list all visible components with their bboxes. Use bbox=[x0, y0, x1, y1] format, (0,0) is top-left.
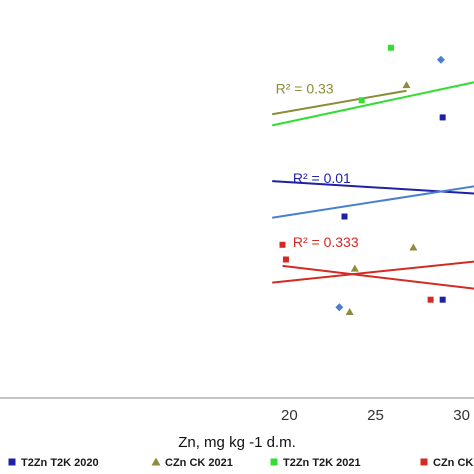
x-tick-label-0: 20 bbox=[281, 407, 298, 424]
legend-item-0: T2Zn T2K 2020 bbox=[8, 457, 99, 469]
r2-label-0: R² = 0.01 bbox=[293, 170, 351, 186]
trend-line-5 bbox=[272, 260, 474, 284]
point-3-0 bbox=[358, 97, 365, 104]
legend-label-3: CZn CK 2021 bbox=[433, 457, 474, 469]
legend: T2Zn T2K 2020 CZn CK 2021 T2Zn T2K 2021 CZn… bbox=[8, 457, 474, 469]
point-4-0 bbox=[279, 241, 286, 248]
point-4-1 bbox=[282, 256, 289, 263]
point-0-1 bbox=[439, 114, 446, 121]
data-points bbox=[279, 44, 446, 316]
x-tick-labels: 202530354045 bbox=[281, 407, 470, 424]
trend-line-4 bbox=[282, 264, 474, 290]
point-0-0 bbox=[341, 213, 348, 220]
legend-marker-3 bbox=[420, 458, 428, 466]
point-1-1 bbox=[436, 55, 445, 64]
r2-label-2: R² = 0.33 bbox=[276, 81, 334, 97]
legend-label-0: T2Zn T2K 2020 bbox=[21, 457, 99, 469]
legend-marker-0 bbox=[8, 458, 16, 466]
point-2-1 bbox=[345, 308, 354, 316]
legend-label-2: T2Zn T2K 2021 bbox=[283, 457, 361, 469]
trend-line-2 bbox=[272, 89, 407, 116]
legend-marker-2 bbox=[270, 458, 278, 466]
x-tick-label-2: 30 bbox=[453, 407, 470, 424]
legend-label-1: CZn CK 2021 bbox=[165, 457, 233, 469]
trend-lines bbox=[271, 81, 474, 290]
x-tick-label-1: 25 bbox=[367, 407, 384, 424]
legend-marker-1 bbox=[151, 457, 161, 466]
point-1-0 bbox=[335, 303, 344, 312]
point-0-2 bbox=[439, 296, 446, 303]
trend-line-1 bbox=[272, 185, 474, 219]
r2-label-4: R² = 0.333 bbox=[293, 234, 359, 250]
trend-line-0 bbox=[272, 180, 474, 195]
trend-line-3 bbox=[271, 81, 474, 127]
legend-item-3: CZn CK 2021 bbox=[420, 457, 474, 469]
point-2-6 bbox=[350, 264, 359, 272]
point-4-2 bbox=[427, 296, 434, 303]
point-2-5 bbox=[409, 243, 418, 251]
x-axis-title: Zn, mg kg -1 d.m. bbox=[178, 434, 296, 451]
legend-item-1: CZn CK 2021 bbox=[151, 457, 233, 469]
legend-item-2: T2Zn T2K 2021 bbox=[270, 457, 361, 469]
point-3-1 bbox=[387, 44, 394, 51]
point-2-0 bbox=[402, 81, 411, 89]
